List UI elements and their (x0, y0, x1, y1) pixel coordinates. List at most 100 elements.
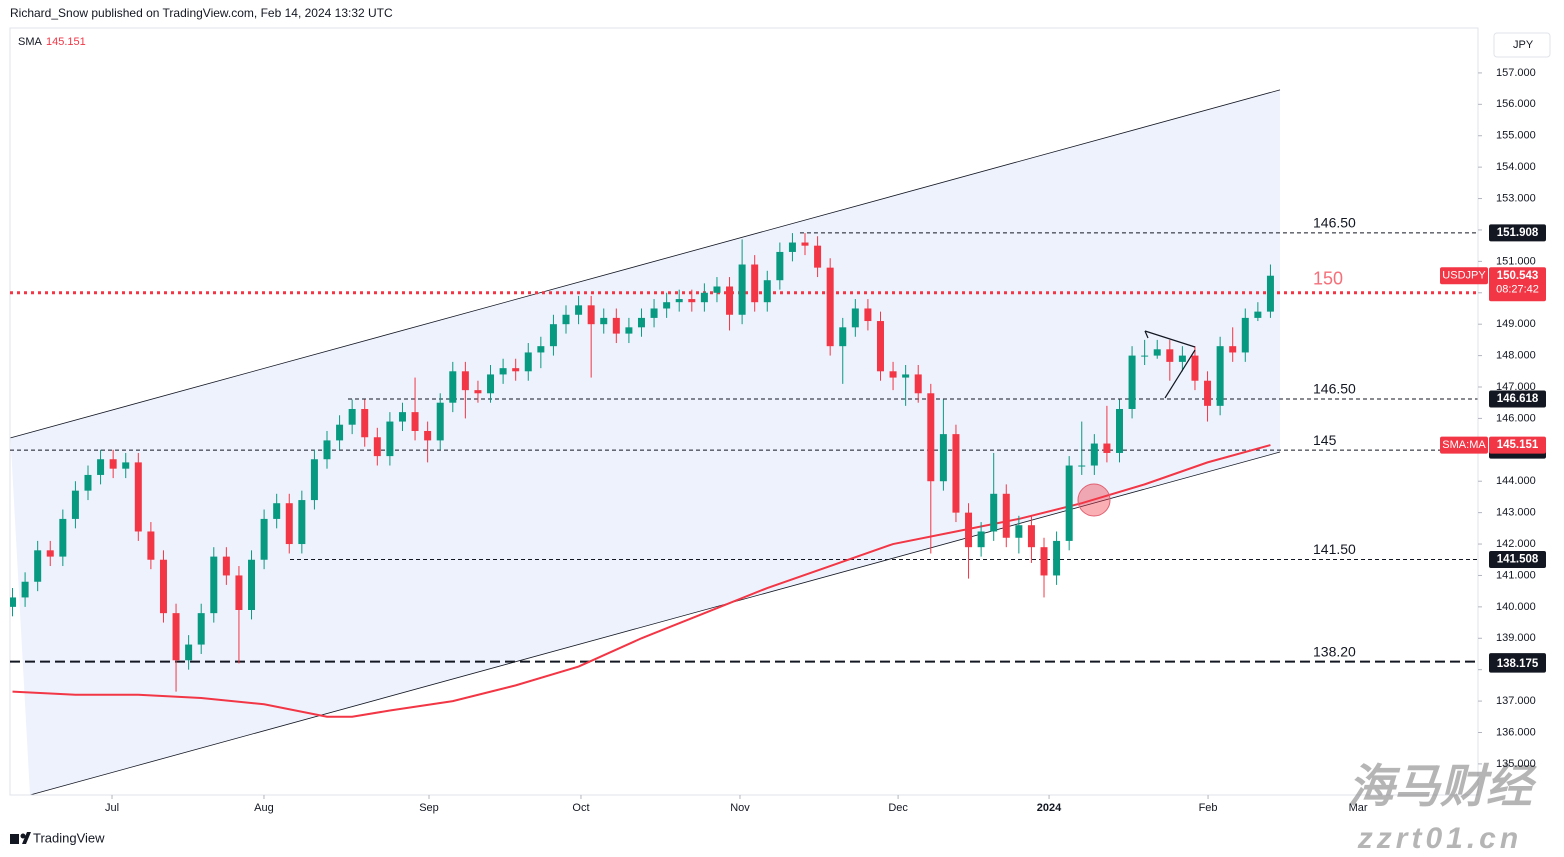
candle-body (876, 321, 884, 372)
candle-body (361, 408, 369, 438)
pennant-bottom (1164, 349, 1196, 399)
candle-body (700, 292, 708, 303)
candle-body (751, 264, 759, 303)
candle-body (977, 531, 985, 548)
candle-body (172, 613, 180, 661)
candle-body (1241, 317, 1249, 353)
level-tag: 146.618 (1497, 393, 1539, 405)
candle-body (1040, 547, 1048, 576)
candle-body (285, 503, 293, 545)
x-tick-label: Sep (419, 802, 439, 814)
level-label: 141.50 (1313, 541, 1356, 557)
candle-body (600, 317, 608, 325)
x-tick-label: Oct (572, 802, 589, 814)
candle-body (1128, 355, 1136, 409)
candle-body (122, 462, 130, 469)
level-tag: 151.908 (1497, 227, 1539, 239)
channel-upper (10, 89, 1281, 439)
candle-body (1191, 355, 1199, 381)
watermark-title: 海马财经 (1348, 760, 1537, 812)
candle-body (1153, 349, 1161, 356)
candle-body (21, 581, 29, 598)
candle-body (197, 613, 205, 645)
sma-tag-bg (1489, 436, 1546, 454)
candle-body (1015, 525, 1023, 538)
last-price: 150.543 (1497, 270, 1539, 282)
y-tick-label: 140.000 (1496, 601, 1536, 613)
candle-body (788, 242, 796, 252)
currency-box[interactable] (1493, 32, 1551, 58)
level-label: 150 (1313, 269, 1343, 289)
candle-body (1115, 408, 1123, 453)
candle-body (688, 299, 696, 303)
x-tick-label: Dec (888, 802, 908, 814)
x-tick-label: Feb (1199, 802, 1218, 814)
level-label: 146.50 (1313, 381, 1356, 397)
candle-body (487, 374, 495, 394)
candle-body (914, 374, 922, 394)
candle-body (449, 371, 457, 403)
channel-fill (10, 89, 1281, 795)
candle-body (1216, 346, 1224, 406)
pennant-side (1144, 330, 1149, 339)
y-tick-label: 148.000 (1496, 349, 1536, 361)
level-tag-bg (1489, 390, 1546, 408)
candle-body (97, 459, 105, 475)
candle-body (10, 597, 17, 607)
candle-body (147, 531, 155, 560)
candle-body (461, 371, 469, 391)
candle-body (524, 352, 532, 372)
y-tick-label: 147.000 (1496, 381, 1536, 393)
y-tick-label: 151.000 (1496, 255, 1536, 267)
candle-body (436, 402, 444, 441)
candle-body (398, 412, 406, 422)
candle-body (260, 518, 268, 560)
extra-tag-bg (1489, 655, 1546, 673)
x-tick-label: Nov (730, 802, 750, 814)
candle-body (298, 500, 306, 545)
candle-body (1166, 349, 1174, 362)
currency: JPY (1513, 39, 1534, 51)
candle-body (549, 324, 557, 347)
y-tick-label: 139.000 (1496, 632, 1536, 644)
watermark-site: zzrt01.cn (1357, 822, 1522, 855)
candle-body (839, 327, 847, 347)
candle-body (537, 346, 545, 353)
y-tick-label: 142.000 (1496, 538, 1536, 550)
candle-body (612, 317, 620, 334)
candle-body (763, 280, 771, 303)
candle-body (235, 575, 243, 611)
candle-body (1103, 443, 1111, 453)
y-tick-label: 141.000 (1496, 569, 1536, 581)
candle-body (373, 437, 381, 457)
candle-body (1254, 311, 1262, 318)
level-label: 138.20 (1313, 643, 1356, 659)
highlight-circle (1077, 483, 1111, 517)
candle-body (587, 305, 595, 325)
symbol: USDJPY (1442, 270, 1486, 282)
indicator-name: SMA (18, 36, 43, 48)
candle-body (1002, 493, 1010, 538)
candle-body (675, 299, 683, 303)
candle-body (512, 368, 520, 372)
overlay (1077, 330, 1196, 517)
candle-body (109, 459, 117, 469)
extra-tag: 138.175 (1497, 658, 1539, 670)
sma-name-bg (1440, 436, 1488, 454)
y-tick-label: 156.000 (1496, 98, 1536, 110)
candle-body (625, 327, 633, 334)
y-tick-label: 144.000 (1496, 475, 1536, 487)
candle-body (726, 286, 734, 315)
x-tick-label: Aug (254, 802, 274, 814)
candle-body (71, 490, 79, 519)
y-tick-label: 135.000 (1496, 758, 1536, 770)
indicator-value: 145.151 (46, 36, 86, 48)
sma-tag: 145.151 (1497, 439, 1539, 451)
candle-body (248, 559, 256, 611)
symbol-bg (1440, 267, 1488, 285)
last-price-bg (1489, 267, 1546, 298)
level-label: 145 (1313, 432, 1337, 448)
candle-body (801, 242, 809, 246)
